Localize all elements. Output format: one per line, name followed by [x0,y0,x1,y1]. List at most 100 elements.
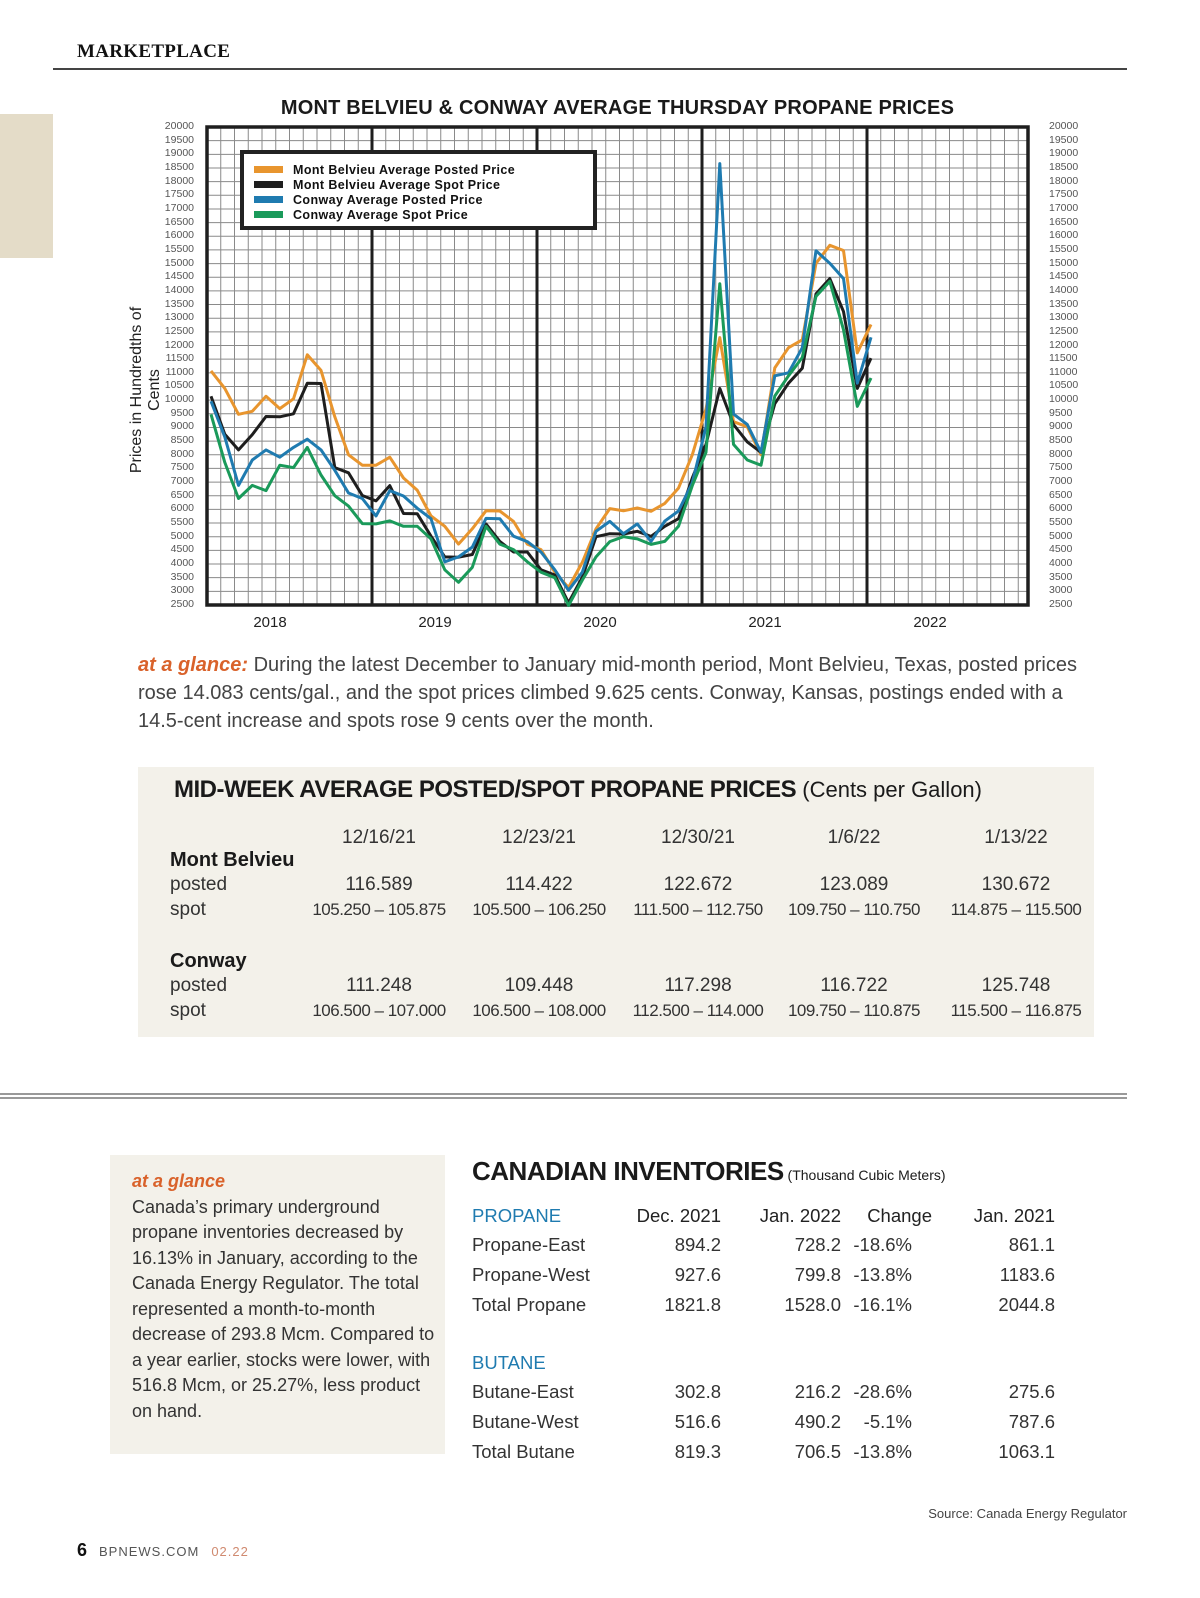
row-value: 1183.6 [999,1264,1055,1285]
y-tick-label: 3500 [170,570,194,583]
price-table-unit: (Cents per Gallon) [796,777,982,802]
y-tick-label: 19500 [164,133,194,146]
legend-label: Conway Average Posted Price [293,192,483,207]
posted-price: 111.248 [346,975,412,996]
price-table-title-text: MID-WEEK AVERAGE POSTED/SPOT PROPANE PRI… [174,776,797,803]
y-tick-label: 7000 [170,475,194,488]
x-tick-label: 2022 [913,614,947,631]
row-value: 302.8 [674,1381,721,1402]
y-tick-label-right: 16500 [1049,215,1079,228]
column-header: Dec. 2021 [636,1205,721,1226]
chart-title: MONT BELVIEU & CONWAY AVERAGE THURSDAY P… [280,97,955,119]
y-tick-label-right: 7500 [1049,461,1073,474]
row-label: Total Butane [472,1441,575,1462]
posted-price: 117.298 [664,975,732,996]
date-header: 12/30/21 [661,827,735,848]
inventories-title: CANADIAN INVENTORIES (Thousand Cubic Met… [472,1156,946,1187]
series-line-4 [209,279,873,607]
y-tick-label: 11500 [165,352,194,365]
legend-item: Conway Average Spot Price [254,207,593,222]
y-tick-label: 12500 [164,324,194,337]
row-value: 216.2 [794,1381,841,1402]
row-value: 894.2 [674,1234,721,1255]
column-header: Change [867,1205,932,1226]
spot-price-range: 109.750 – 110.750 [787,900,921,919]
row-value: 516.6 [674,1411,721,1432]
y-tick-label-right: 5000 [1049,529,1073,542]
spot-price-range: 109.750 – 110.875 [787,1001,921,1020]
chart-legend: Mont Belvieu Average Posted Price Mont B… [240,150,597,230]
legend-swatch [254,181,283,188]
inventories-unit: (Thousand Cubic Meters) [783,1167,946,1183]
row-label: Propane-West [472,1264,590,1285]
side-glance-text: Canada’s primary underground propane inv… [132,1196,435,1421]
y-tick-label: 10500 [164,379,194,392]
y-tick-label-right: 2500 [1049,598,1073,610]
y-tick-label-right: 7000 [1049,475,1073,488]
row-value: -5.1% [863,1411,912,1432]
y-tick-label: 18500 [164,160,194,173]
y-tick-label-right: 17000 [1049,201,1079,214]
y-tick-label-right: 19000 [1049,147,1079,160]
posted-price: 125.748 [981,975,1051,996]
y-tick-label-right: 5500 [1049,516,1073,529]
y-tick-label-right: 3000 [1049,584,1073,597]
legend-swatch [254,196,283,203]
row-label: Butane-West [472,1411,579,1432]
price-table-panel [138,767,1094,1037]
y-tick-label-right: 11000 [1049,365,1078,378]
at-a-glance-paragraph: at a glance: During the latest December … [138,651,1098,735]
y-tick-label-right: 11500 [1049,352,1078,365]
y-tick-label: 6000 [170,502,194,515]
side-glance-panel [110,1155,445,1454]
y-tick-label: 10000 [164,393,194,406]
y-tick-label-right: 15000 [1049,256,1079,269]
legend-label: Mont Belvieu Average Posted Price [293,162,516,177]
posted-price: 116.589 [345,874,413,895]
row-value: 1528.0 [784,1294,841,1315]
y-tick-label: 9000 [170,420,194,433]
series-line-3 [209,162,873,592]
y-tick-label-right: 4500 [1049,543,1073,556]
plot-frame [205,125,1030,607]
site-name: BPNEWS.COM [99,1544,200,1559]
section-label: MARKETPLACE [77,41,231,62]
x-tick-label: 2020 [583,614,617,631]
row-value: 861.1 [1008,1234,1055,1255]
y-tick-label: 12000 [164,338,194,351]
row-value: 1821.8 [664,1294,721,1315]
legend-label: Mont Belvieu Average Spot Price [293,177,501,192]
y-tick-label-right: 18500 [1049,160,1079,173]
spot-price-range: 106.500 – 108.000 [472,1001,606,1020]
posted-price: 122.672 [663,874,733,895]
row-value: -28.6% [853,1381,912,1402]
legend-item: Mont Belvieu Average Spot Price [254,177,593,192]
y-tick-label: 13500 [164,297,194,310]
y-tick-label: 4500 [170,543,194,556]
y-tick-label-right: 8000 [1049,447,1073,460]
y-tick-label-right: 14500 [1049,270,1079,283]
spot-label: spot [170,1000,206,1021]
y-tick-label-right: 14000 [1049,283,1079,296]
y-tick-label-right: 15500 [1049,242,1079,255]
section-divider [0,1093,1127,1099]
price-table-title: MID-WEEK AVERAGE POSTED/SPOT PROPANE PRI… [174,776,982,804]
posted-price: 130.672 [981,874,1051,895]
issue-date: 02.22 [211,1544,249,1559]
column-header: Jan. 2021 [973,1205,1055,1226]
spot-price-range: 112.500 – 114.000 [632,1001,764,1020]
posted-price: 114.422 [505,874,573,895]
page-footer: 6 BPNEWS.COM 02.22 [77,1540,249,1561]
x-tick-label: 2019 [418,614,452,631]
y-tick-label: 3000 [170,584,194,597]
row-value: -16.1% [853,1294,912,1315]
y-tick-label: 8500 [170,434,194,447]
y-tick-label: 15500 [164,242,194,255]
y-tick-label: 13000 [164,311,194,324]
page-tab-decoration [0,114,53,258]
y-tick-label: 4000 [170,557,194,570]
y-tick-label: 20000 [164,120,194,132]
y-tick-label-right: 16000 [1049,229,1079,242]
y-tick-label: 14500 [164,270,194,283]
posted-label: posted [170,975,228,996]
